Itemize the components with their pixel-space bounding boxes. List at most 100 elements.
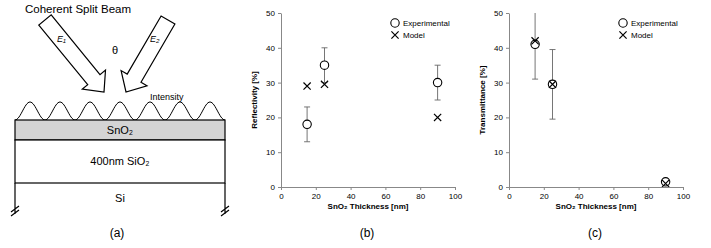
x-axis-line: [282, 187, 456, 188]
legend-marker: [619, 19, 627, 27]
x-tick-mark: [420, 187, 421, 190]
y-axis: 0 10 20 30 40 50: [266, 9, 281, 192]
x-tick: 100: [677, 187, 691, 201]
y-tick: 40: [494, 44, 509, 53]
data-point: [662, 180, 669, 187]
x-tick-label: 60: [609, 192, 618, 201]
data-point: [320, 61, 328, 69]
legend-marker: [391, 19, 399, 27]
layer-label: 400nm SiO₂: [90, 155, 149, 167]
y-tick-mark: [278, 117, 281, 118]
x-tick-mark: [683, 187, 684, 190]
x-tick-label: 100: [677, 192, 691, 201]
legend-marker: [391, 31, 398, 38]
y-axis: 0 10 20 30 40 50: [494, 9, 509, 192]
y-tick-label: 50: [494, 9, 503, 18]
diagram-panel: Coherent Split BeamE₁E₂θIntensitySnO₂400…: [11, 3, 229, 240]
y-tick: 30: [494, 79, 509, 88]
data-point: [304, 82, 311, 89]
legend: ExperimentalModel: [391, 19, 450, 40]
y-tick-label: 0: [499, 183, 504, 192]
x-axis-title: SnO₂ Thickness [nm]: [556, 202, 637, 211]
x-tick-label: 0: [507, 192, 512, 201]
data-point: [303, 120, 311, 128]
panel-label: (b): [360, 226, 375, 240]
y-axis-title: Transmittance [%]: [478, 65, 487, 134]
data-point: [548, 80, 556, 88]
field-label: E₂: [150, 34, 160, 44]
y-tick-label: 40: [494, 44, 503, 53]
legend-label: Model: [403, 31, 425, 40]
x-tick-mark: [579, 187, 580, 190]
field-label: E₁: [57, 34, 66, 44]
x-tick-label: 0: [279, 192, 284, 201]
x-tick-mark: [613, 187, 614, 190]
y-tick-mark: [506, 83, 509, 84]
x-tick-label: 100: [449, 192, 463, 201]
y-tick-label: 10: [494, 148, 503, 157]
plot-marks: [531, 13, 670, 187]
layer-label: Si: [115, 192, 125, 204]
x-tick-mark: [351, 187, 352, 190]
y-axis-line: [281, 14, 282, 188]
y-tick-mark: [278, 152, 281, 153]
y-tick-mark: [506, 13, 509, 14]
legend-marker: [619, 31, 626, 38]
y-tick: 20: [266, 113, 281, 122]
y-tick-mark: [506, 187, 509, 188]
legend: Experimental Model: [619, 19, 678, 40]
x-tick-mark: [648, 187, 649, 190]
data-point: [661, 178, 669, 186]
panel-label: (c): [588, 226, 602, 240]
y-tick-mark: [278, 83, 281, 84]
x-tick-label: 40: [575, 192, 584, 201]
y-tick: 10: [494, 148, 509, 157]
x-tick: 60: [609, 187, 618, 201]
x-tick-mark: [455, 187, 456, 190]
y-tick-mark: [506, 48, 509, 49]
data-point: [433, 78, 441, 86]
x-tick: 80: [416, 187, 425, 201]
layer-sio2: [15, 140, 225, 183]
y-tick: 0: [499, 183, 509, 192]
x-tick-label: 80: [644, 192, 653, 201]
x-tick: 40: [347, 187, 356, 201]
y-tick-label: 20: [494, 113, 503, 122]
x-axis-line: [510, 187, 684, 188]
y-axis-title: Reflectivity [%]: [250, 71, 259, 129]
y-axis-line: [509, 14, 510, 188]
chart-panel: 0 20 40 60 80 100 0 10 20 30 40 50 SnO₂ Thickness [n…: [478, 9, 691, 240]
y-tick-label: 30: [266, 79, 275, 88]
legend-label: Model: [631, 31, 653, 40]
x-tick: 60: [381, 187, 390, 201]
y-tick-mark: [278, 13, 281, 14]
x-axis-title: SnO₂ Thickness [nm]: [328, 202, 409, 211]
y-tick: 50: [494, 9, 509, 18]
y-tick: 30: [266, 79, 281, 88]
y-tick: 20: [494, 113, 509, 122]
x-tick: 0: [507, 187, 512, 201]
x-tick: 20: [540, 187, 549, 201]
y-tick: 40: [266, 44, 281, 53]
x-tick: 80: [644, 187, 653, 201]
y-tick: 10: [266, 148, 281, 157]
x-tick: 40: [575, 187, 584, 201]
x-axis: 0 20 40 60 80 100: [279, 187, 462, 201]
x-tick: 0: [279, 187, 284, 201]
x-tick-mark: [316, 187, 317, 190]
y-tick-label: 10: [266, 148, 275, 157]
y-tick: 50: [266, 9, 281, 18]
plot-marks: [303, 48, 442, 142]
chart-panel: 0 20 40 60 80 100 0 10 20 30 40 50 SnO₂ Thickness [n…: [250, 9, 463, 240]
x-tick-mark: [385, 187, 386, 190]
x-tick: 100: [449, 187, 463, 201]
y-tick-label: 20: [266, 113, 275, 122]
y-tick: 0: [271, 183, 281, 192]
y-tick-label: 50: [266, 9, 275, 18]
layer-label: SnO₂: [107, 124, 133, 136]
x-tick-label: 20: [540, 192, 549, 201]
legend-label: Experimental: [631, 19, 678, 28]
data-point: [321, 81, 328, 88]
x-axis: 0 20 40 60 80 100: [507, 187, 690, 201]
x-tick: 20: [312, 187, 321, 201]
